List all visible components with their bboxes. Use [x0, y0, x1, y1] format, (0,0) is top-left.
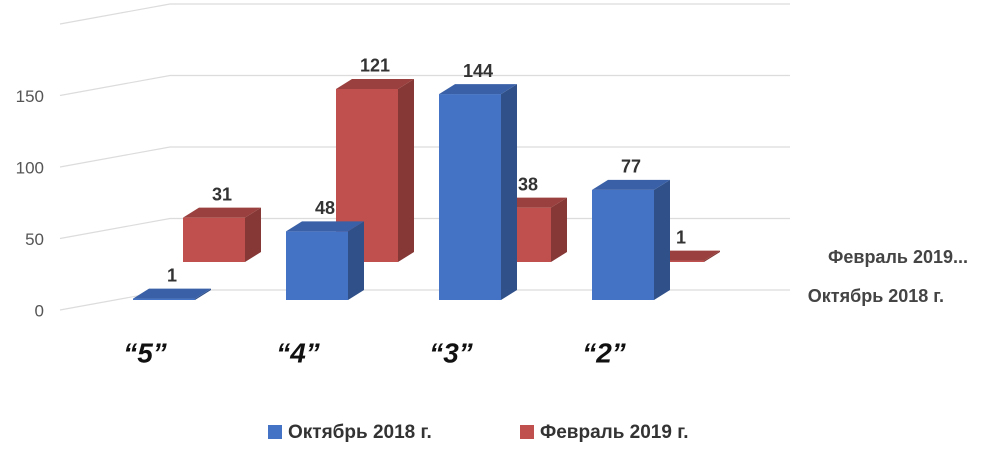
legend-label: Октябрь 2018 г.: [288, 422, 432, 443]
legend-swatch: [268, 425, 282, 439]
y-tick-label: 150: [16, 87, 44, 106]
y-tick-label: 50: [25, 230, 44, 249]
bar-face: [398, 78, 414, 262]
grid-line: [59, 217, 790, 240]
bar: [183, 207, 261, 262]
value-label: 31: [212, 184, 232, 204]
bar-face: [336, 78, 414, 89]
value-label: 38: [518, 174, 538, 194]
value-label: 121: [360, 56, 390, 76]
bar-face: [592, 189, 654, 300]
bar-face: [501, 84, 517, 300]
bar-face: [592, 179, 670, 190]
value-label: 48: [315, 198, 335, 218]
depth-label: Октябрь 2018 г.: [808, 286, 944, 306]
bar-face: [551, 197, 567, 262]
grid-line: [59, 74, 790, 97]
bar-face: [348, 221, 364, 300]
x-tick-label: “2”: [582, 337, 626, 368]
legend-label: Февраль 2019 г.: [540, 422, 689, 443]
bar-face: [654, 179, 670, 300]
grid-line: [59, 146, 790, 168]
bar-face: [183, 217, 245, 262]
y-tick-label: 100: [16, 158, 44, 177]
bar-face: [133, 288, 211, 299]
value-label: 1: [167, 265, 177, 285]
bar-face: [439, 94, 501, 300]
depth-label: Февраль 2019...: [828, 247, 968, 267]
bar-face: [195, 288, 211, 300]
bar-face: [439, 84, 517, 95]
bar-face: [133, 298, 195, 300]
x-tick-label: “5”: [123, 337, 167, 368]
grid-line: [59, 3, 790, 25]
x-tick-label: “3”: [429, 337, 473, 368]
bar: [439, 84, 517, 300]
y-tick-label: 0: [35, 301, 44, 320]
bar-face: [642, 260, 704, 262]
bar-face: [286, 231, 348, 300]
value-label: 1: [676, 227, 686, 247]
bar: [286, 221, 364, 300]
bar-face: [183, 207, 261, 218]
bar: [133, 288, 211, 300]
value-label: 144: [463, 61, 493, 81]
bar-face: [286, 221, 364, 232]
bar-face: [245, 207, 261, 262]
value-label: 77: [621, 157, 641, 177]
bar: [592, 179, 670, 300]
x-tick-label: “4”: [276, 337, 320, 368]
legend-swatch: [520, 425, 534, 439]
bar-face: [704, 250, 720, 262]
